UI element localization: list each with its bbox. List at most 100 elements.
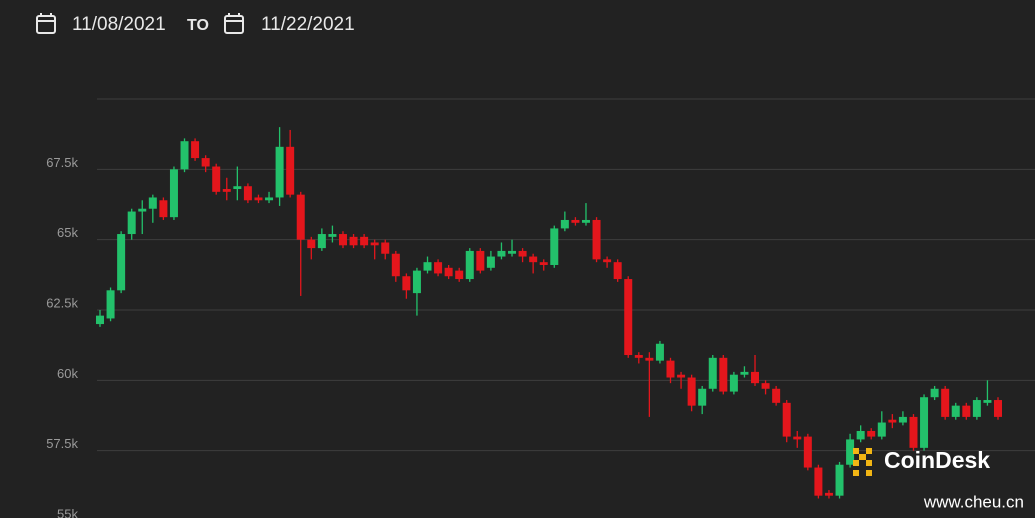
candle-body: [465, 250, 474, 280]
calendar-icon: [36, 13, 56, 34]
candle-body: [486, 256, 495, 268]
candle-body: [117, 234, 126, 291]
candle-body: [508, 250, 517, 254]
candle-body: [994, 400, 1002, 417]
candle-body: [951, 405, 960, 417]
candle-body: [909, 416, 918, 448]
candle-body: [772, 388, 781, 403]
y-tick-label: 60k: [57, 366, 78, 381]
candle-body: [243, 186, 252, 201]
candle-body: [476, 250, 485, 271]
candle-body: [698, 388, 707, 406]
candle-body: [328, 234, 337, 237]
candle-body: [846, 439, 855, 465]
candle-body: [370, 242, 379, 246]
candle-body: [592, 219, 601, 260]
candle-body: [972, 400, 981, 417]
end-date: 11/22/2021: [261, 14, 355, 35]
candle-body: [127, 211, 136, 235]
candle-body: [751, 371, 760, 384]
candle-body: [518, 250, 527, 257]
candle-body: [708, 357, 717, 389]
candle-body: [856, 430, 865, 440]
candle-body: [233, 186, 242, 190]
candle-body: [434, 262, 443, 274]
candle-body: [729, 374, 738, 392]
candle-body: [265, 197, 274, 201]
calendar-icon: [224, 13, 244, 34]
candle-body: [655, 343, 664, 361]
candle-body: [550, 228, 559, 265]
candle-body: [159, 200, 168, 218]
candle-body: [867, 430, 876, 437]
candle-body: [962, 405, 971, 417]
candle-body: [782, 402, 791, 437]
candle-body: [687, 377, 696, 406]
candle-body: [814, 467, 823, 496]
candle-body: [138, 208, 147, 212]
candle-body: [402, 276, 411, 291]
brand-watermark: CoinDesk: [884, 447, 990, 473]
candle-body: [835, 464, 844, 496]
candle-body: [296, 194, 305, 240]
candle-body: [169, 169, 178, 218]
candle-body: [180, 141, 189, 170]
candle-body: [740, 371, 749, 375]
candle-body: [275, 146, 284, 198]
candle-body: [824, 492, 833, 496]
y-tick-label: 55k: [57, 506, 78, 518]
candle-body: [106, 290, 115, 319]
candle-body: [222, 189, 231, 192]
candle-body: [212, 166, 221, 192]
start-date: 11/08/2021: [72, 14, 166, 35]
candle-body: [307, 239, 316, 249]
candle-body: [603, 259, 612, 263]
y-tick-label: 57.5k: [46, 436, 78, 451]
candle-body: [560, 219, 569, 229]
candle-body: [803, 436, 812, 468]
candle-body: [497, 250, 506, 257]
candle-body: [360, 236, 369, 246]
candle-body: [423, 262, 432, 271]
candle-body: [666, 360, 675, 378]
candle-body: [539, 262, 548, 265]
candle-body: [877, 422, 886, 437]
candle-body: [719, 357, 728, 392]
candle-body: [677, 374, 686, 378]
candle-body: [317, 234, 326, 249]
candle-body: [920, 397, 929, 448]
candle-body: [412, 270, 421, 294]
to-label: TO: [187, 17, 209, 34]
candle-body: [338, 234, 347, 246]
candle-body: [571, 219, 580, 223]
y-tick-label: 65k: [57, 225, 78, 240]
candle-body: [793, 436, 802, 440]
y-tick-label: 62.5k: [46, 295, 78, 310]
y-tick-label: 67.5k: [46, 155, 78, 170]
candle-body: [148, 197, 157, 209]
candle-body: [201, 158, 210, 167]
coindesk-logo: [853, 448, 872, 476]
candle-body: [455, 270, 464, 280]
candle-body: [613, 262, 622, 280]
candle-body: [761, 383, 770, 389]
candle-body: [634, 355, 643, 358]
candle-body: [286, 146, 295, 195]
plot-area: 55k 57.5k 60k 62.5k 65k 67.5k: [46, 127, 1035, 518]
candle-body: [624, 279, 633, 356]
site-watermark: www.cheu.cn: [923, 492, 1024, 511]
candle-body: [888, 419, 897, 423]
candle-body: [191, 141, 200, 159]
candle-body: [444, 267, 453, 277]
candle-body: [983, 400, 992, 403]
candle-body: [349, 236, 358, 246]
candle-body: [381, 242, 390, 254]
candle-body: [96, 315, 104, 325]
candle-body: [391, 253, 400, 277]
candle-body: [930, 388, 939, 398]
candle-body: [645, 357, 654, 361]
candle-body: [581, 219, 590, 223]
candle-body: [941, 388, 950, 417]
candle-body: [254, 197, 263, 201]
